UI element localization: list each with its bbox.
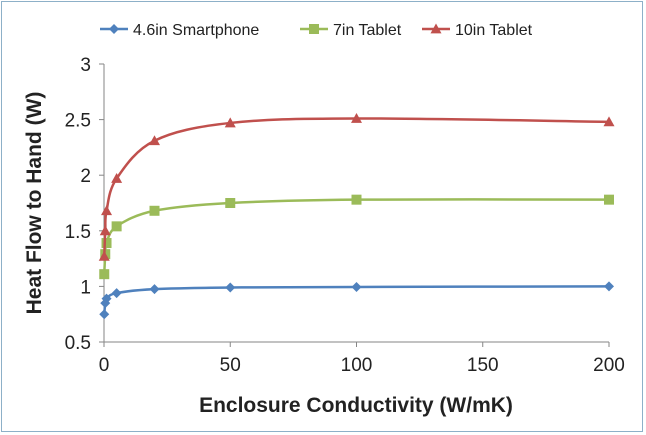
y-axis-title: Heat Flow to Hand (W)	[23, 92, 46, 315]
data-point-marker	[225, 282, 236, 293]
y-ticks: 0.5 1 1.5 2 2.5 3	[65, 55, 104, 354]
legend-item: 4.6in Smartphone	[100, 22, 259, 39]
legend-item: 7in Tablet	[300, 22, 402, 39]
data-point-marker	[101, 205, 113, 216]
x-tick-label: 150	[467, 355, 499, 376]
x-ticks: 0 50 100 150 200	[99, 342, 625, 376]
data-point-marker	[225, 198, 236, 208]
series-line	[103, 198, 610, 275]
data-point-marker	[149, 284, 160, 295]
data-point-marker	[99, 269, 110, 280]
y-tick-label: 2	[80, 166, 91, 187]
data-point-marker	[101, 238, 112, 249]
legend-swatch-marker	[109, 24, 119, 34]
series-triangle	[98, 112, 615, 261]
data-point-marker	[101, 293, 112, 304]
data-point-marker	[604, 194, 614, 205]
data-point-marker	[111, 173, 123, 183]
legend-label: 4.6in Smartphone	[133, 22, 259, 39]
legend-swatch-marker	[309, 24, 319, 34]
x-tick-label: 50	[220, 355, 241, 376]
series-group	[98, 112, 615, 320]
data-point-marker	[111, 288, 122, 299]
data-point-marker	[603, 116, 615, 127]
x-tick-label: 100	[341, 355, 373, 376]
data-point-marker	[224, 117, 236, 128]
legend-item: 10in Tablet	[422, 22, 533, 39]
y-tick-label: 2.5	[65, 111, 91, 132]
data-point-marker	[99, 225, 111, 236]
data-point-marker	[149, 135, 160, 146]
x-axis-title: Enclosure Conductivity (W/mK)	[199, 394, 513, 417]
data-point-marker	[111, 221, 122, 232]
series-square	[99, 194, 614, 280]
legend-swatch-marker	[430, 23, 442, 34]
y-tick-label: 1	[80, 277, 91, 298]
x-tick-label: 200	[593, 355, 625, 376]
data-point-marker	[98, 250, 110, 261]
y-tick-label: 0.5	[65, 333, 91, 354]
y-tick-label: 1.5	[65, 222, 91, 243]
data-point-marker	[351, 112, 362, 123]
data-point-marker	[604, 281, 614, 292]
data-point-marker	[351, 194, 362, 205]
x-tick-label: 0	[99, 355, 110, 376]
data-point-marker	[351, 281, 362, 292]
y-tick-label: 3	[80, 55, 91, 76]
series-diamond	[99, 281, 614, 320]
data-point-marker	[99, 309, 110, 320]
legend: 4.6in Smartphone 7in Tablet 10in Tablet	[100, 22, 533, 39]
series-line	[103, 117, 610, 257]
data-point-marker	[149, 205, 160, 216]
legend-label: 7in Tablet	[333, 22, 402, 39]
legend-label: 10in Tablet	[455, 22, 533, 39]
